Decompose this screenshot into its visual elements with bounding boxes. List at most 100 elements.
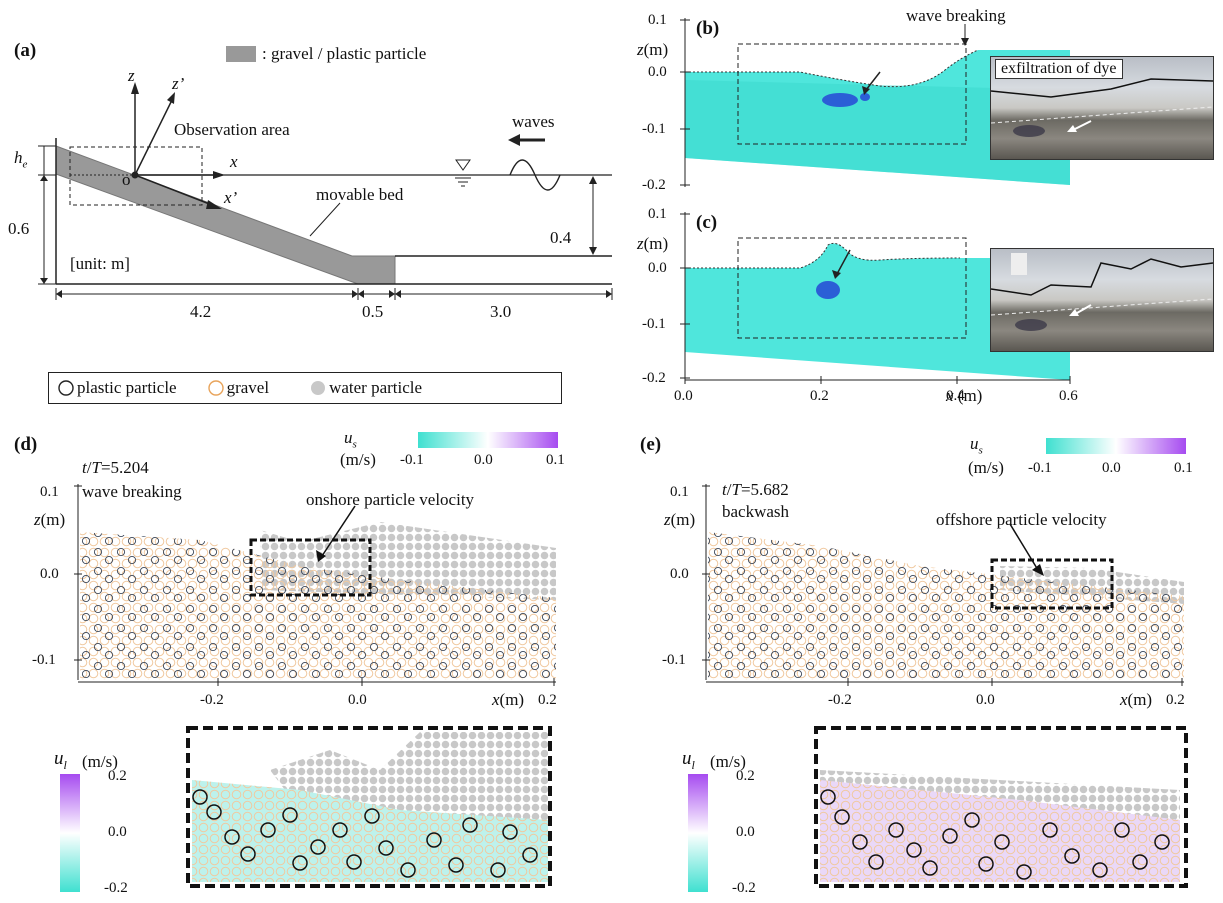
particle-legend: plastic particle gravel water particle	[48, 372, 562, 404]
legend-gravel-text: gravel	[226, 378, 270, 397]
panel-e-us-colorbar	[1046, 438, 1186, 454]
panel-d-xtick-0: -0.2	[200, 692, 224, 708]
panel-d-ul-label: ul	[54, 748, 67, 772]
panel-d-sim	[74, 484, 556, 888]
panel-c-xtick-1: 0.2	[810, 388, 829, 404]
legend-gravel: gravel	[207, 378, 269, 398]
xp-label: x’	[224, 188, 238, 207]
panel-d-zoom-plastic	[192, 789, 538, 878]
panel-c-photo	[990, 248, 1214, 352]
panel-b-ytick-3: -0.2	[642, 177, 666, 193]
xp-axis	[134, 174, 213, 206]
panel-b-ytick-0: 0.1	[648, 12, 667, 28]
panel-d-ytick-0: 0.1	[40, 484, 59, 500]
panel-d-ul-tick-1: 0.0	[108, 824, 127, 840]
panel-c-ytick-0: 0.1	[648, 206, 667, 222]
panel-e-ul-tick-2: -0.2	[732, 880, 756, 896]
panel-e-z-axis-label: z(m)	[664, 510, 696, 529]
legend-plastic-text: plastic particle	[77, 378, 177, 397]
wave-icon	[509, 159, 561, 191]
panel-d-xtick-2: 0.2	[538, 692, 557, 708]
dim-04-label: 0.4	[550, 228, 572, 247]
panel-e-sim	[702, 484, 1188, 888]
panel-c-label: (c)	[696, 212, 718, 233]
panel-d-us-colorbar	[418, 432, 558, 448]
dim-30-label: 3.0	[490, 302, 512, 321]
panel-c-ytick-3: -0.2	[642, 370, 666, 386]
panels-bc-plot	[680, 18, 1071, 384]
panel-e-us-label: us	[970, 434, 983, 457]
panel-c-box	[737, 237, 967, 339]
panel-c-xtick-3: 0.6	[1059, 388, 1078, 404]
panel-b-label: (b)	[696, 18, 720, 39]
panel-d-ul-tick-0: 0.2	[108, 768, 127, 784]
panel-e-ytick-1: 0.0	[670, 566, 689, 582]
z-arrowhead	[131, 82, 139, 94]
panel-b-photo-caption: exfiltration of dye	[995, 59, 1123, 79]
panel-e-annotation: offshore particle velocity	[936, 510, 1107, 529]
water-level-icon	[455, 159, 471, 171]
panel-a-legend-text: : gravel / plastic particle	[262, 44, 427, 63]
panel-b-dye	[822, 93, 858, 107]
panel-b-photo: exfiltration of dye	[990, 56, 1214, 160]
legend-swatch-gray	[226, 46, 256, 62]
panel-b-wave-breaking: wave breaking	[906, 6, 1006, 25]
panel-e-us-tick-2: 0.1	[1174, 460, 1193, 476]
panel-e-us-tick-0: -0.1	[1028, 460, 1052, 476]
panel-a-diagram	[38, 82, 613, 300]
panel-c-xtick-2: 0.4	[946, 388, 965, 404]
panel-d-ul-colorbar	[60, 774, 80, 892]
panel-d-ul-tick-2: -0.2	[104, 880, 128, 896]
panel-c-z-axis-label: z(m)	[637, 234, 669, 253]
dim-05-label: 0.5	[362, 302, 384, 321]
panel-c-water	[685, 243, 1070, 380]
panel-b-z-axis-label: z(m)	[637, 40, 669, 59]
panel-d-ytick-2: -0.1	[32, 652, 56, 668]
panel-c-x-axis-label: x (m)	[946, 386, 983, 405]
movable-bed-label: movable bed	[316, 185, 404, 204]
panel-d-box	[249, 538, 372, 597]
panel-d-us-units: (m/s)	[340, 450, 376, 469]
he-label: he	[14, 148, 28, 171]
panel-e-zoom-plastic	[820, 789, 1170, 880]
unit-label: [unit: m]	[70, 254, 130, 273]
panel-d-state: wave breaking	[82, 482, 182, 501]
panel-e-ul-colorbar	[688, 774, 708, 892]
panel-d-x-axis-label: x(m)	[492, 690, 525, 709]
panel-d-us-tick-1: 0.0	[474, 452, 493, 468]
zp-axis	[134, 99, 173, 176]
panel-d-label: (d)	[14, 434, 38, 455]
panel-e-ytick-2: -0.1	[662, 652, 686, 668]
panel-e-us-units: (m/s)	[968, 458, 1004, 477]
panel-e-ytick-0: 0.1	[670, 484, 689, 500]
panel-e-xtick-0: -0.2	[828, 692, 852, 708]
legend-water-text: water particle	[329, 378, 423, 397]
panel-c-dye	[816, 281, 840, 299]
panel-e-xtick-2: 0.2	[1166, 692, 1185, 708]
observation-box	[69, 146, 203, 206]
panel-d-ul-units: (m/s)	[82, 752, 118, 771]
z-label: z	[128, 66, 135, 85]
x-label: x	[230, 152, 238, 171]
panel-e-annotation-arrow	[1009, 523, 1039, 571]
panel-c-arrow	[836, 249, 851, 275]
panel-e-state: backwash	[722, 502, 790, 521]
dim-42-label: 4.2	[190, 302, 212, 321]
panel-d-us-tick-2: 0.1	[546, 452, 565, 468]
panel-c-ytick-2: -0.1	[642, 316, 666, 332]
xp-arrowhead	[206, 200, 222, 209]
panel-b-arrow	[865, 71, 881, 91]
panel-e-box	[990, 558, 1114, 610]
panel-d-us-label: us	[344, 428, 357, 451]
panel-e-ul-tick-0: 0.2	[736, 768, 755, 784]
legend-plastic: plastic particle	[57, 378, 177, 398]
panel-e-ul-label: ul	[682, 748, 695, 772]
panel-a-label: (a)	[14, 40, 37, 61]
zp-arrowhead	[167, 92, 175, 104]
panel-e-ul-units: (m/s)	[710, 752, 746, 771]
panel-d-z-axis-label: z(m)	[34, 510, 66, 529]
panel-b-box	[737, 43, 967, 145]
panel-d-time: t/T=5.204	[82, 458, 149, 477]
panel-e-time: t/T=5.682	[722, 480, 789, 499]
zp-label: z’	[172, 74, 185, 93]
